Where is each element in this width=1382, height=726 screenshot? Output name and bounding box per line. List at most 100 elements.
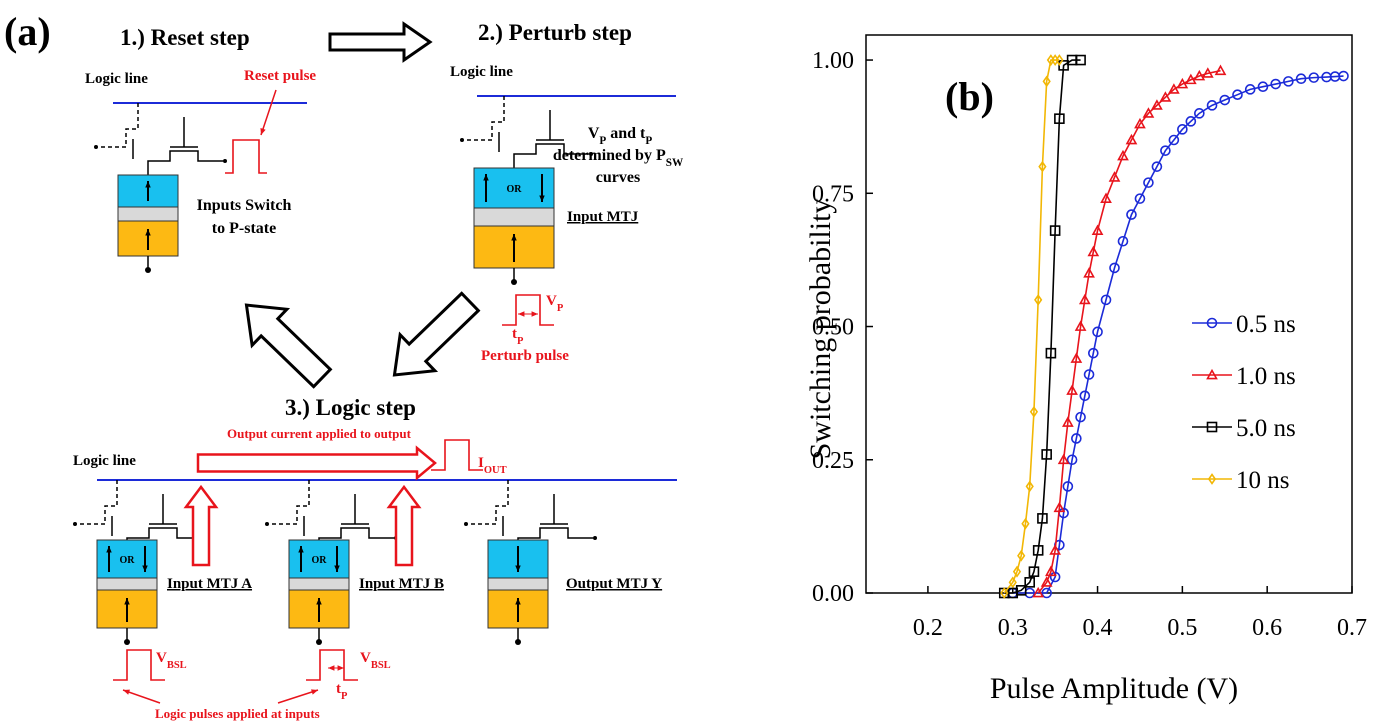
terminal xyxy=(124,639,130,645)
barrier xyxy=(487,577,549,591)
marker xyxy=(1308,72,1320,83)
series-line xyxy=(1037,69,1221,594)
legend-label: 10 ns xyxy=(1236,467,1289,494)
terminal xyxy=(464,522,468,526)
marker xyxy=(1185,116,1197,127)
terminal xyxy=(223,159,227,163)
wire xyxy=(77,480,118,525)
marker xyxy=(1071,433,1082,444)
marker xyxy=(1062,481,1074,492)
label-part: t xyxy=(512,326,517,342)
marker xyxy=(1040,576,1053,587)
mtj-label: Output MTJ Y xyxy=(566,576,662,592)
marker xyxy=(1078,293,1091,305)
y-tick-label: 1.00 xyxy=(812,48,854,74)
terminal xyxy=(265,522,269,526)
arrow-head xyxy=(515,598,521,605)
marker xyxy=(1151,161,1163,172)
process-arrow xyxy=(392,291,481,377)
marker xyxy=(1193,69,1206,81)
label-sub: P xyxy=(341,691,348,702)
terminal xyxy=(511,279,517,285)
step-title: 2.) Perturb step xyxy=(478,20,632,45)
process-arrow xyxy=(196,445,437,481)
note-part: determined by P xyxy=(553,147,666,164)
marker xyxy=(1015,585,1027,596)
marker xyxy=(1100,294,1112,306)
arrow-head xyxy=(260,128,266,135)
marker xyxy=(1117,149,1129,161)
legend-label: 5.0 ns xyxy=(1236,415,1296,442)
marker xyxy=(1066,384,1078,395)
arrow-head xyxy=(328,665,335,671)
marker xyxy=(1032,586,1045,598)
legend-marker xyxy=(1207,473,1217,485)
note: determined by PSW xyxy=(553,147,684,169)
arrow-head xyxy=(511,234,517,241)
barrier xyxy=(473,207,555,227)
mtj-label: Input MTJ B xyxy=(359,576,444,592)
marker xyxy=(1143,177,1154,188)
pulse-label: IOUT xyxy=(478,455,507,476)
legend-marker xyxy=(1206,317,1218,329)
arrow-head xyxy=(539,195,545,202)
label-part: V xyxy=(546,293,557,309)
marker xyxy=(1109,262,1120,274)
marker xyxy=(1037,513,1048,524)
marker xyxy=(1008,576,1017,589)
label-sub: BSL xyxy=(167,660,187,671)
logic-line-label: Logic line xyxy=(85,71,148,87)
mtj-label: Input MTJ xyxy=(567,209,639,225)
marker xyxy=(1206,100,1218,111)
marker xyxy=(1083,369,1095,380)
wire xyxy=(126,527,202,540)
marker xyxy=(1295,73,1307,85)
marker xyxy=(1017,549,1026,562)
marker xyxy=(1117,235,1129,247)
marker xyxy=(1176,77,1189,89)
label-part: V xyxy=(360,650,371,666)
marker xyxy=(1075,411,1086,423)
marker xyxy=(1214,64,1227,76)
marker xyxy=(1168,134,1180,146)
arrow-head xyxy=(518,311,525,317)
marker xyxy=(1045,347,1057,359)
label-sub: BSL xyxy=(371,660,391,671)
barrier xyxy=(117,206,179,222)
arrow-head xyxy=(316,598,322,605)
marker xyxy=(1151,99,1163,110)
marker xyxy=(1219,94,1231,106)
marker xyxy=(1079,390,1091,402)
free-layer xyxy=(473,167,555,209)
logic-line-label: Logic line xyxy=(450,64,513,80)
label-sub: P xyxy=(557,303,564,314)
or-label: OR xyxy=(507,184,523,195)
marker xyxy=(1000,587,1009,599)
arrow-head xyxy=(123,689,130,695)
marker xyxy=(1042,75,1051,88)
marker xyxy=(1049,225,1061,236)
terminal xyxy=(94,145,98,149)
x-tick-label: 0.6 xyxy=(1252,615,1282,641)
marker xyxy=(1028,566,1040,577)
wire xyxy=(318,527,394,540)
marker xyxy=(1108,171,1121,182)
marker xyxy=(1066,454,1078,466)
or-label: OR xyxy=(312,555,328,566)
x-tick-label: 0.4 xyxy=(1083,615,1113,641)
arrow-head xyxy=(142,565,148,572)
wire xyxy=(468,480,509,525)
marker xyxy=(1142,107,1155,118)
wire xyxy=(147,150,223,175)
x-tick-label: 0.3 xyxy=(998,615,1028,641)
pulse xyxy=(113,649,165,681)
arrow-head xyxy=(515,565,521,572)
wire xyxy=(464,96,505,141)
process-arrow xyxy=(244,303,333,389)
y-tick-label: 0.25 xyxy=(812,448,854,474)
terminal xyxy=(145,267,151,273)
marker xyxy=(1088,347,1099,359)
pulse-label: VP xyxy=(546,293,564,314)
note: Inputs Switch xyxy=(197,197,292,214)
